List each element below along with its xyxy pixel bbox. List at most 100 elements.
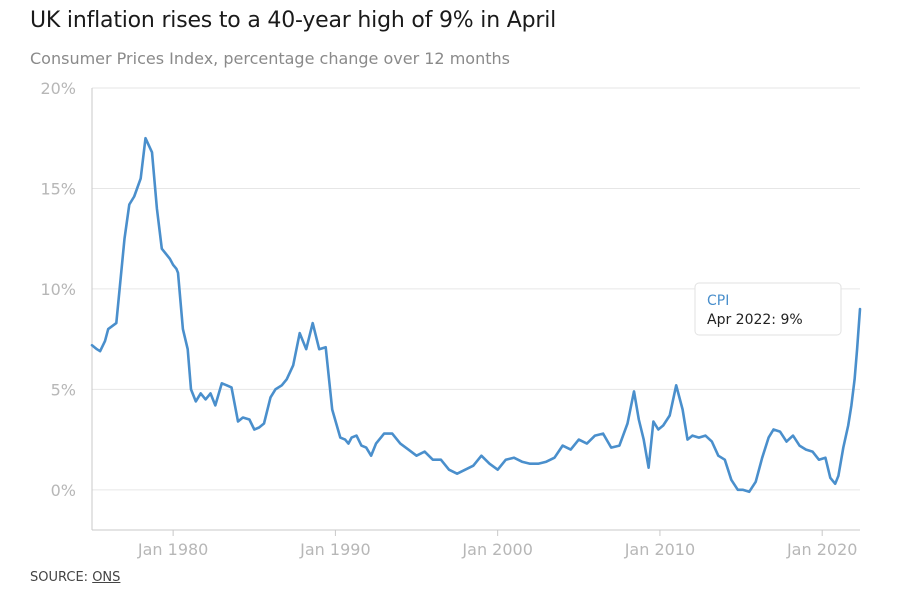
source-link-ons[interactable]: ONS: [92, 570, 121, 585]
data-point: [602, 432, 604, 435]
y-axis-ticks: 0% 5% 10% 15% 20%: [40, 79, 76, 500]
data-point: [370, 454, 372, 457]
data-point: [344, 438, 346, 441]
data-point: [156, 207, 158, 210]
data-point: [837, 475, 840, 477]
data-point: [151, 151, 153, 154]
data-point: [164, 251, 166, 254]
data-point: [133, 195, 135, 198]
data-point: [488, 462, 491, 465]
data-point: [761, 456, 763, 459]
data-point: [464, 468, 467, 471]
data-point: [91, 344, 93, 347]
data-point: [811, 450, 814, 453]
data-point: [748, 491, 750, 493]
data-point: [209, 392, 212, 395]
tooltip-box: [694, 282, 842, 336]
tooltip-value: Apr 2022: 9%: [707, 312, 803, 328]
data-point: [859, 308, 861, 310]
data-point: [480, 454, 483, 457]
data-point: [456, 472, 458, 475]
data-point: [805, 448, 807, 451]
data-point: [186, 348, 189, 351]
data-point: [423, 450, 426, 453]
data-point: [496, 468, 499, 471]
data-point: [818, 458, 820, 461]
data-point: [662, 424, 664, 427]
tooltip-series-name: CPI: [707, 293, 729, 309]
data-point: [298, 332, 301, 334]
data-point: [375, 442, 377, 445]
data-point: [521, 460, 523, 463]
data-point: [339, 436, 342, 439]
chart-subtitle: Consumer Prices Index, percentage change…: [30, 49, 510, 68]
data-point: [698, 436, 700, 439]
data-point: [415, 454, 418, 457]
data-point: [281, 384, 283, 387]
x-axis-ticks: Jan 1980 Jan 1990 Jan 2000 Jan 2010 Jan 2020: [137, 530, 857, 559]
y-tick-label: 5%: [51, 380, 76, 399]
data-point: [99, 350, 101, 353]
data-point: [350, 436, 353, 439]
data-point: [448, 468, 450, 471]
data-point: [318, 348, 321, 351]
data-point: [190, 388, 192, 391]
data-point: [432, 458, 434, 461]
data-point: [128, 203, 131, 206]
data-point: [724, 458, 726, 461]
data-point: [569, 448, 572, 451]
data-point: [842, 446, 845, 449]
data-point: [545, 460, 548, 463]
data-point: [144, 137, 147, 139]
data-point: [767, 436, 770, 439]
data-point: [123, 237, 126, 240]
data-point: [472, 464, 475, 467]
data-point: [513, 456, 515, 459]
data-point: [399, 442, 402, 445]
data-point: [741, 489, 744, 491]
data-point: [253, 428, 256, 431]
data-point: [505, 458, 507, 461]
data-point: [856, 348, 858, 351]
data-point: [175, 268, 178, 270]
data-point: [691, 434, 694, 437]
data-point: [230, 386, 233, 389]
data-point: [324, 346, 327, 349]
data-point: [258, 426, 260, 429]
data-point: [383, 432, 385, 435]
data-point: [847, 424, 849, 427]
data-point: [139, 177, 142, 180]
data-point: [586, 442, 588, 445]
data-point: [96, 348, 98, 351]
data-point: [824, 456, 827, 459]
data-point: [263, 422, 265, 425]
data-point: [647, 466, 650, 469]
x-tick-label: Jan 2020: [786, 540, 857, 559]
data-point: [618, 444, 621, 447]
data-point: [772, 428, 775, 431]
data-point: [292, 364, 295, 367]
data-point: [853, 378, 856, 381]
data-point: [177, 272, 179, 274]
data-point: [365, 446, 368, 449]
data-point: [626, 422, 629, 425]
x-tick-label: Jan 1990: [299, 540, 370, 559]
data-point: [553, 456, 556, 459]
data-point: [633, 390, 635, 393]
data-point: [792, 434, 794, 437]
data-point: [305, 348, 308, 351]
data-point: [834, 483, 836, 485]
data-point: [204, 398, 207, 401]
data-point: [161, 247, 163, 250]
data-point: [657, 428, 660, 431]
data-point: [594, 434, 596, 437]
source-note: SOURCE: ONS: [30, 570, 120, 585]
data-point: [440, 458, 442, 461]
data-point: [115, 322, 118, 324]
data-point: [347, 442, 350, 445]
data-point: [850, 404, 853, 407]
data-point: [717, 454, 720, 457]
data-point: [182, 328, 184, 330]
data-point: [285, 378, 288, 381]
